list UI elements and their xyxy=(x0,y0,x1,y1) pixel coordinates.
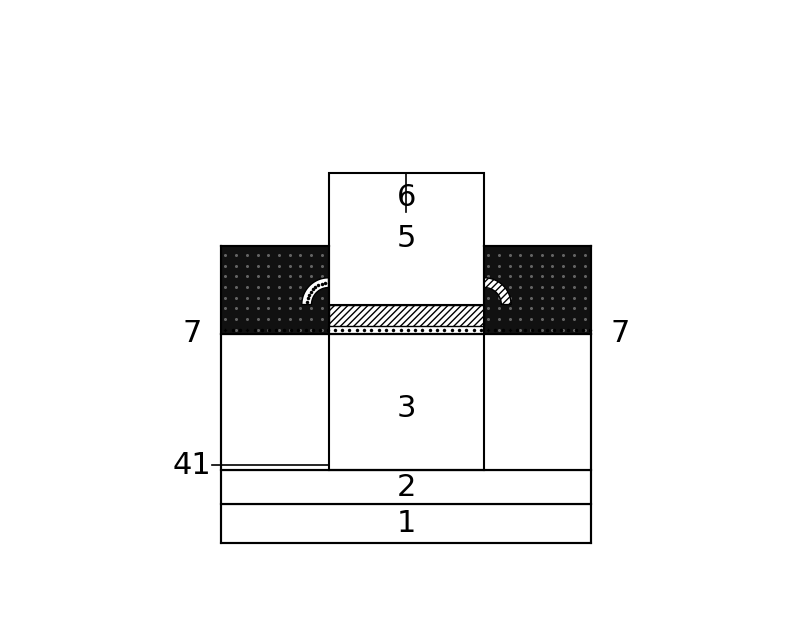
Text: 41: 41 xyxy=(173,451,212,480)
Text: 7: 7 xyxy=(611,319,630,348)
Text: 1: 1 xyxy=(396,509,416,538)
Bar xyxy=(328,305,485,327)
Bar xyxy=(485,246,592,334)
Text: 7: 7 xyxy=(182,319,202,348)
Text: 5: 5 xyxy=(396,224,416,253)
Bar xyxy=(221,246,328,334)
Bar xyxy=(328,173,485,305)
Bar xyxy=(221,334,592,470)
Bar xyxy=(221,504,592,543)
Text: 2: 2 xyxy=(396,473,416,502)
Text: 3: 3 xyxy=(396,394,416,423)
Bar xyxy=(221,470,592,504)
Text: 6: 6 xyxy=(396,183,416,212)
Polygon shape xyxy=(485,278,511,305)
Polygon shape xyxy=(302,278,328,305)
